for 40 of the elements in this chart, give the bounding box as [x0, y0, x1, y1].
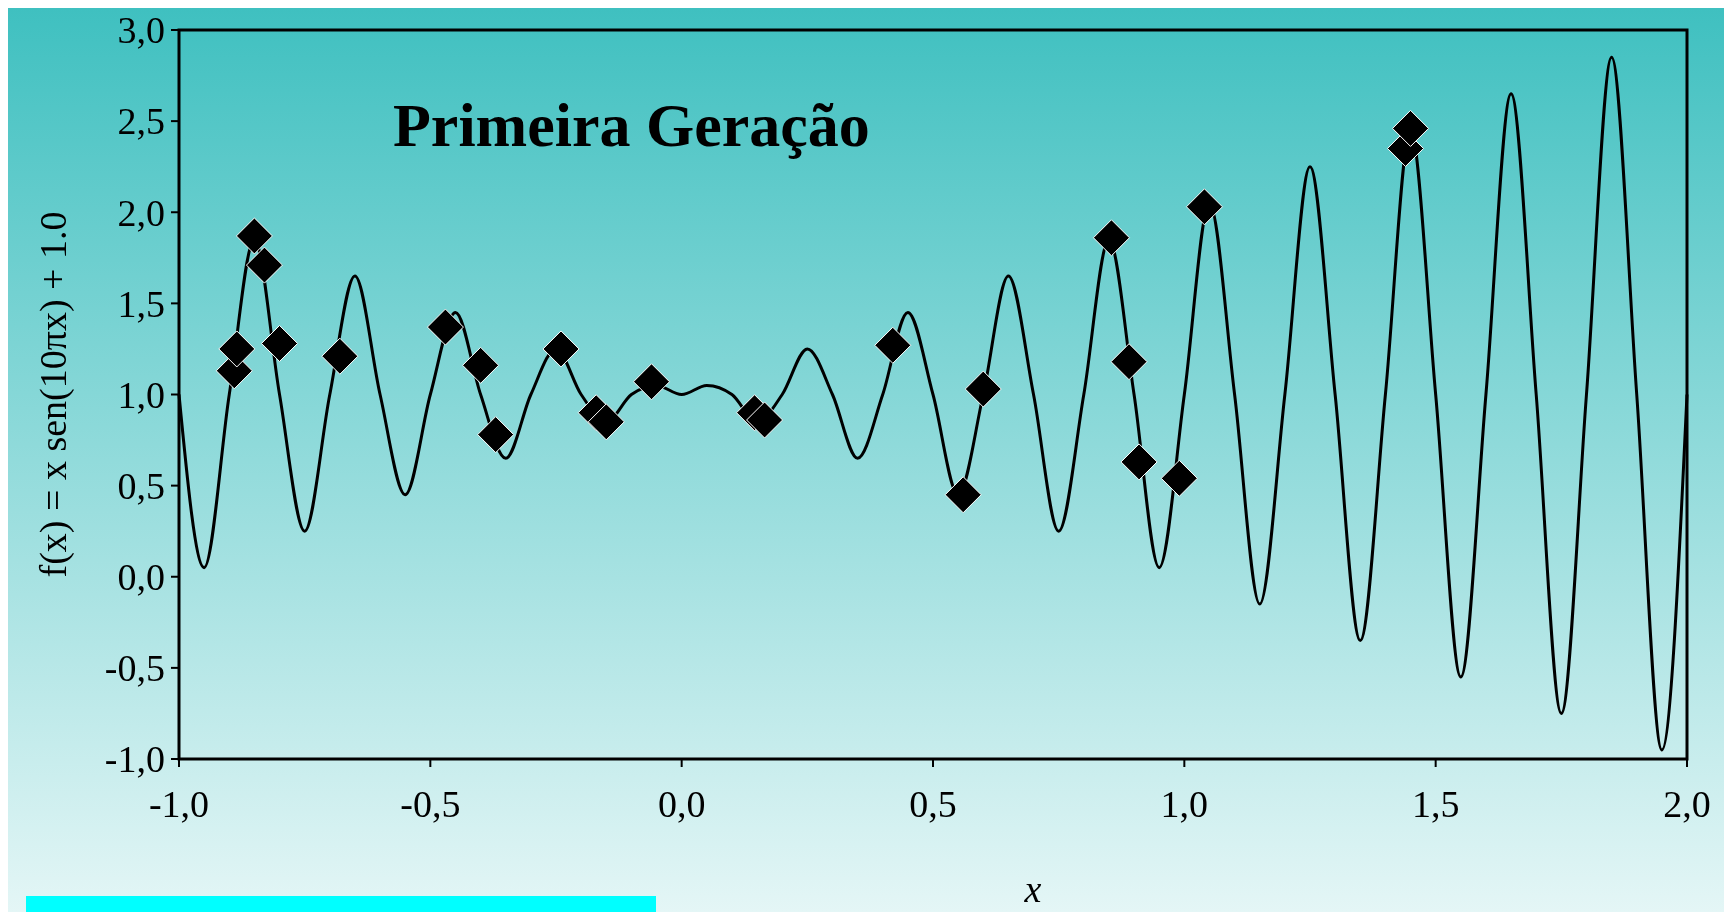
- point: [261, 324, 299, 362]
- x-tick-label: -0,5: [400, 783, 461, 825]
- y-tick-label: 0,5: [117, 464, 165, 507]
- y-tick-label: 2,5: [117, 100, 165, 143]
- y-tick-label: -0,5: [104, 647, 165, 690]
- point: [964, 370, 1002, 408]
- point: [1392, 109, 1430, 147]
- x-tick-label: 1,5: [1411, 783, 1460, 825]
- point: [1160, 459, 1198, 497]
- point: [235, 217, 273, 255]
- y-tick-label: 0,0: [117, 556, 165, 599]
- point: [633, 363, 671, 401]
- point: [1120, 443, 1158, 481]
- y-tick-label: 1,5: [117, 282, 165, 325]
- point: [1092, 219, 1130, 257]
- point: [587, 403, 625, 441]
- point: [462, 346, 500, 384]
- y-tick-label: 2,0: [117, 191, 165, 234]
- point: [477, 416, 515, 454]
- point: [218, 330, 256, 368]
- point: [874, 326, 912, 364]
- x-tick-label: 2,0: [1663, 783, 1711, 825]
- point: [245, 246, 283, 284]
- y-tick-label: 3,0: [117, 9, 165, 52]
- y-axis-title: f(x) = x sen(10πx) + 1.0: [32, 211, 75, 578]
- point: [1185, 188, 1223, 226]
- point: [426, 308, 464, 346]
- x-tick-label: 0,5: [909, 783, 957, 825]
- x-tick-label: 1,0: [1160, 783, 1209, 825]
- x-tick-label: 0,0: [657, 783, 706, 825]
- x-tick-label: -1,0: [148, 783, 210, 825]
- text: Primeira Geração: [393, 91, 870, 159]
- point: [746, 401, 784, 439]
- y-tick-label: -1,0: [104, 738, 165, 781]
- point: [944, 476, 982, 514]
- x-axis-title: x: [1023, 868, 1042, 910]
- point: [321, 337, 359, 375]
- point: [1110, 343, 1148, 381]
- y-tick-label: 1,0: [117, 373, 165, 416]
- point: [542, 330, 580, 368]
